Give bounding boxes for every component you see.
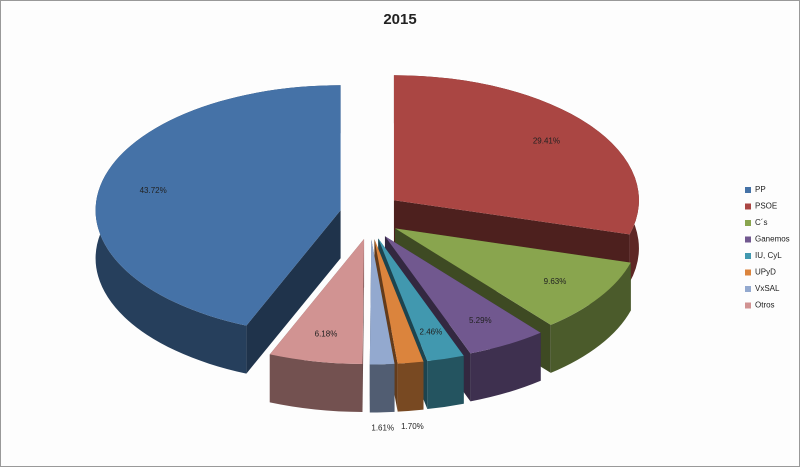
legend-swatch (745, 269, 751, 276)
data-label: 43.72% (140, 186, 167, 195)
slice (95, 85, 341, 326)
slice (378, 238, 464, 362)
slice (369, 239, 395, 365)
slice-side (397, 361, 424, 412)
data-label: 2.46% (420, 327, 443, 336)
legend-label: Otros (755, 301, 775, 310)
slice-side (369, 363, 395, 413)
slice (395, 228, 631, 325)
data-label: 1.61% (371, 424, 394, 433)
legend-label: VxSAL (755, 284, 780, 293)
legend-label: UPyD (755, 268, 776, 277)
legend-swatch (745, 253, 751, 259)
legend-label: IU, CyL (755, 251, 782, 260)
slice-side (470, 332, 541, 402)
legend-swatch (745, 187, 751, 193)
legend-label: PP (755, 185, 766, 194)
slice (393, 75, 639, 235)
slice (374, 239, 424, 364)
legend-swatch (745, 203, 751, 210)
data-label: 6.18% (315, 330, 338, 339)
data-label: 29.41% (533, 137, 560, 146)
legend-swatch (745, 286, 751, 292)
slice-side (427, 355, 464, 410)
chart-title: 2015 (383, 11, 416, 28)
legend-label: C´s (755, 218, 767, 227)
data-label: 1.70% (401, 422, 424, 431)
data-label: 9.63% (544, 277, 567, 286)
legend-swatch (745, 302, 751, 309)
slice-side (246, 210, 341, 374)
slice-side (550, 262, 631, 373)
legend-swatch (745, 220, 751, 226)
legend-label: PSOE (755, 202, 777, 211)
slice-side (269, 354, 363, 412)
data-label: 5.29% (469, 316, 492, 325)
slice (384, 236, 541, 354)
legend-swatch (745, 236, 751, 243)
slice (269, 238, 365, 364)
legend-label: Ganemos (755, 235, 790, 244)
